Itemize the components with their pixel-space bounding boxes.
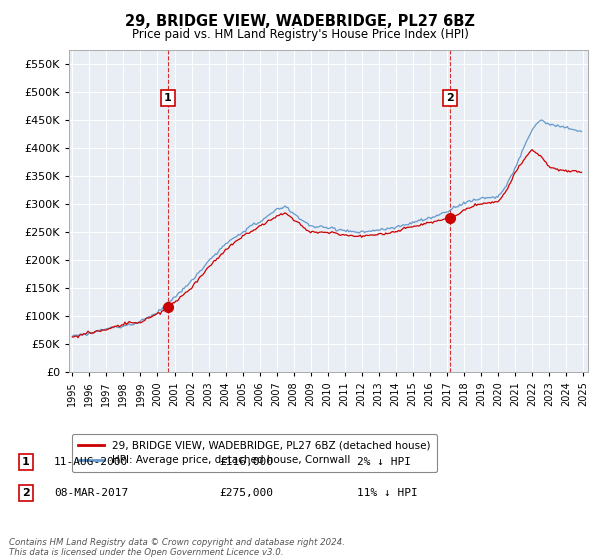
Text: Contains HM Land Registry data © Crown copyright and database right 2024.
This d: Contains HM Land Registry data © Crown c… bbox=[9, 538, 345, 557]
Text: 1: 1 bbox=[164, 93, 172, 103]
Text: £116,000: £116,000 bbox=[219, 457, 273, 467]
Text: 1: 1 bbox=[22, 457, 29, 467]
Text: £275,000: £275,000 bbox=[219, 488, 273, 498]
Text: 2: 2 bbox=[22, 488, 29, 498]
Text: 08-MAR-2017: 08-MAR-2017 bbox=[54, 488, 128, 498]
Text: 29, BRIDGE VIEW, WADEBRIDGE, PL27 6BZ: 29, BRIDGE VIEW, WADEBRIDGE, PL27 6BZ bbox=[125, 14, 475, 29]
Legend: 29, BRIDGE VIEW, WADEBRIDGE, PL27 6BZ (detached house), HPI: Average price, deta: 29, BRIDGE VIEW, WADEBRIDGE, PL27 6BZ (d… bbox=[71, 434, 437, 472]
Text: Price paid vs. HM Land Registry's House Price Index (HPI): Price paid vs. HM Land Registry's House … bbox=[131, 28, 469, 41]
Text: 11-AUG-2000: 11-AUG-2000 bbox=[54, 457, 128, 467]
Text: 11% ↓ HPI: 11% ↓ HPI bbox=[357, 488, 418, 498]
Text: 2: 2 bbox=[446, 93, 454, 103]
Text: 2% ↓ HPI: 2% ↓ HPI bbox=[357, 457, 411, 467]
